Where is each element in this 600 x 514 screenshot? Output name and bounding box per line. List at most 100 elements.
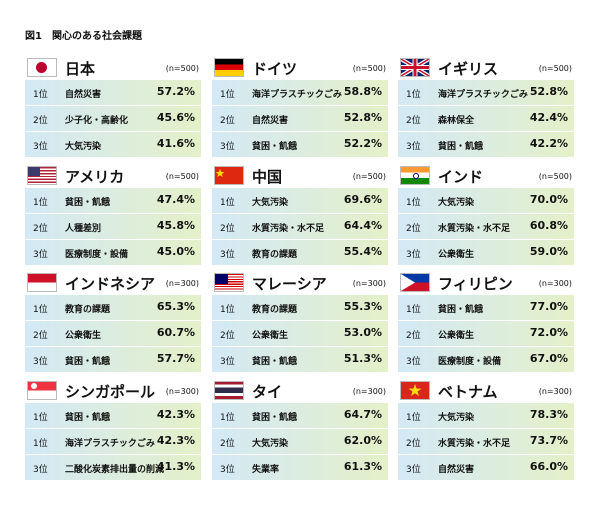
rank: 3位 bbox=[33, 465, 48, 475]
rank: 2位 bbox=[220, 116, 235, 126]
percentage: 64.4% bbox=[343, 219, 382, 232]
issue-label: 水質汚染・水不足 bbox=[438, 439, 511, 449]
rank: 2位 bbox=[406, 224, 421, 234]
rank: 3位 bbox=[406, 465, 421, 475]
percentage: 45.0% bbox=[156, 245, 195, 258]
rank: 1位 bbox=[33, 413, 48, 423]
issue-label: 貧困・飢餓 bbox=[252, 413, 298, 423]
percentage: 45.8% bbox=[156, 219, 195, 232]
issue-label: 医療制度・設備 bbox=[438, 357, 502, 367]
rank: 3位 bbox=[220, 465, 235, 475]
sample-size: (n=300) bbox=[352, 279, 386, 288]
issue-row: 2位 少子化・高齢化 45.6% bbox=[25, 106, 201, 132]
issue-row: 2位 公衆衛生 53.0% bbox=[212, 321, 388, 347]
issue-row: 3位 貧困・飢餓 52.2% bbox=[212, 132, 388, 158]
issue-label: 公衆衛生 bbox=[252, 331, 289, 341]
country-name: アメリカ bbox=[65, 168, 125, 186]
country-header: ドイツ (n=500) bbox=[212, 55, 388, 80]
issue-row: 3位 貧困・飢餓 42.2% bbox=[398, 132, 574, 158]
issue-label: 海洋プラスチックごみ bbox=[65, 439, 155, 449]
country-name: インドネシア bbox=[65, 275, 156, 293]
issue-label: 貧困・飢餓 bbox=[438, 305, 484, 315]
rank: 2位 bbox=[406, 331, 421, 341]
country-header: タイ (n=300) bbox=[212, 378, 388, 403]
issue-row: 3位 自然災害 66.0% bbox=[398, 455, 574, 481]
issue-label: 公衆衛生 bbox=[438, 331, 475, 341]
country-block: イギリス (n=500) 1位 海洋プラスチックごみ 52.8% 2位 森林保全 42.4% 3… bbox=[398, 55, 574, 159]
country-name: 日本 bbox=[65, 60, 96, 78]
issue-row: 3位 公衆衛生 59.0% bbox=[398, 240, 574, 266]
rank: 2位 bbox=[33, 116, 48, 126]
issue-label: 少子化・高齢化 bbox=[65, 116, 129, 126]
rank: 2位 bbox=[33, 224, 48, 234]
rank: 1位 bbox=[33, 198, 48, 208]
issue-row: 1位 海洋プラスチックごみ 52.8% bbox=[398, 80, 574, 106]
country-name: イギリス bbox=[438, 60, 499, 78]
rank: 1位 bbox=[220, 413, 235, 423]
issue-row: 1位 貧困・飢餓 77.0% bbox=[398, 295, 574, 321]
issue-label: 医療制度・設備 bbox=[65, 250, 129, 260]
country-block: ドイツ (n=500) 1位 海洋プラスチックごみ 58.8% 2位 自然災害 52.8% 3位… bbox=[212, 55, 388, 159]
rank: 1位 bbox=[220, 198, 235, 208]
issue-row: 3位 貧困・飢餓 57.7% bbox=[25, 347, 201, 373]
percentage: 41.3% bbox=[156, 460, 195, 473]
country-header: アメリカ (n=500) bbox=[25, 163, 201, 188]
issue-label: 自然災害 bbox=[438, 465, 475, 475]
issue-row: 1位 教育の課題 65.3% bbox=[25, 295, 201, 321]
flag bbox=[400, 58, 430, 77]
country-block: アメリカ (n=500) 1位 貧困・飢餓 47.4% 2位 人種差別 45.8% 3位 医療制度… bbox=[25, 163, 201, 267]
rank: 2位 bbox=[33, 331, 48, 341]
issue-row: 1位 海洋プラスチックごみ 42.3% bbox=[25, 429, 201, 455]
country-block: インドネシア (n=300) 1位 教育の課題 65.3% 2位 公衆衛生 60.7% 3位 貧困… bbox=[25, 270, 201, 374]
percentage: 52.2% bbox=[343, 137, 382, 150]
percentage: 72.0% bbox=[529, 326, 568, 339]
issue-label: 貧困・飢餓 bbox=[65, 357, 111, 367]
rank: 3位 bbox=[220, 142, 235, 152]
rank: 2位 bbox=[220, 439, 235, 449]
rank: 3位 bbox=[406, 357, 421, 367]
percentage: 42.3% bbox=[156, 408, 195, 421]
percentage: 65.3% bbox=[156, 300, 195, 313]
issue-row: 2位 森林保全 42.4% bbox=[398, 106, 574, 132]
percentage: 67.0% bbox=[529, 352, 568, 365]
rank: 1位 bbox=[406, 90, 421, 100]
issue-row: 3位 貧困・飢餓 51.3% bbox=[212, 347, 388, 373]
issue-row: 2位 水質汚染・水不足 60.8% bbox=[398, 214, 574, 240]
flag bbox=[214, 381, 244, 400]
flag bbox=[400, 381, 430, 400]
issue-label: 二酸化炭素排出量の削減 bbox=[65, 465, 165, 475]
issue-row: 2位 人種差別 45.8% bbox=[25, 214, 201, 240]
sample-size: (n=500) bbox=[538, 64, 572, 73]
issue-row: 3位 大気汚染 41.6% bbox=[25, 132, 201, 158]
percentage: 64.7% bbox=[343, 408, 382, 421]
issue-label: 自然災害 bbox=[252, 116, 289, 126]
country-block: ベトナム (n=300) 1位 大気汚染 78.3% 2位 水質汚染・水不足 73.7% 3位 自… bbox=[398, 378, 574, 482]
sample-size: (n=500) bbox=[352, 64, 386, 73]
rank: 3位 bbox=[406, 142, 421, 152]
issue-label: 貧困・飢餓 bbox=[438, 142, 484, 152]
rank: 1位 bbox=[220, 305, 235, 315]
issue-row: 1位 大気汚染 70.0% bbox=[398, 188, 574, 214]
issue-label: 海洋プラスチックごみ bbox=[438, 90, 528, 100]
rank: 2位 bbox=[406, 116, 421, 126]
rank: 2位 bbox=[220, 331, 235, 341]
sample-size: (n=300) bbox=[165, 279, 199, 288]
issue-label: 貧困・飢餓 bbox=[65, 198, 111, 208]
issue-row: 2位 自然災害 52.8% bbox=[212, 106, 388, 132]
issue-label: 水質汚染・水不足 bbox=[438, 224, 511, 234]
flag bbox=[214, 58, 244, 77]
percentage: 77.0% bbox=[529, 300, 568, 313]
percentage: 70.0% bbox=[529, 193, 568, 206]
flag bbox=[400, 166, 430, 185]
issue-label: 人種差別 bbox=[65, 224, 102, 234]
issue-label: 大気汚染 bbox=[65, 142, 102, 152]
rank: 3位 bbox=[33, 357, 48, 367]
percentage: 52.8% bbox=[529, 85, 568, 98]
percentage: 78.3% bbox=[529, 408, 568, 421]
percentage: 42.4% bbox=[529, 111, 568, 124]
rank: 1位 bbox=[220, 90, 235, 100]
country-name: マレーシア bbox=[252, 275, 327, 293]
issue-row: 2位 水質汚染・水不足 73.7% bbox=[398, 429, 574, 455]
title: 図1 関心のある社会課題 bbox=[25, 31, 142, 42]
percentage: 42.2% bbox=[529, 137, 568, 150]
